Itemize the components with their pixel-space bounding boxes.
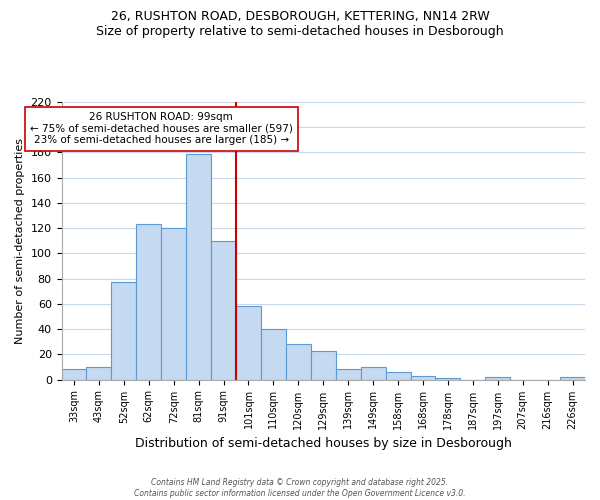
- Bar: [436, 378, 460, 380]
- Bar: [336, 370, 361, 380]
- Bar: [161, 228, 186, 380]
- Bar: [112, 282, 136, 380]
- Bar: [62, 370, 86, 380]
- Bar: [186, 154, 211, 380]
- Bar: [485, 377, 510, 380]
- Text: 26 RUSHTON ROAD: 99sqm
← 75% of semi-detached houses are smaller (597)
23% of se: 26 RUSHTON ROAD: 99sqm ← 75% of semi-det…: [30, 112, 293, 146]
- Bar: [211, 241, 236, 380]
- Bar: [236, 306, 261, 380]
- Bar: [386, 372, 410, 380]
- Text: Contains HM Land Registry data © Crown copyright and database right 2025.
Contai: Contains HM Land Registry data © Crown c…: [134, 478, 466, 498]
- X-axis label: Distribution of semi-detached houses by size in Desborough: Distribution of semi-detached houses by …: [135, 437, 512, 450]
- Bar: [361, 367, 386, 380]
- Bar: [136, 224, 161, 380]
- Bar: [311, 350, 336, 380]
- Bar: [261, 329, 286, 380]
- Bar: [410, 376, 436, 380]
- Bar: [560, 377, 585, 380]
- Bar: [286, 344, 311, 380]
- Y-axis label: Number of semi-detached properties: Number of semi-detached properties: [15, 138, 25, 344]
- Bar: [86, 367, 112, 380]
- Text: 26, RUSHTON ROAD, DESBOROUGH, KETTERING, NN14 2RW
Size of property relative to s: 26, RUSHTON ROAD, DESBOROUGH, KETTERING,…: [96, 10, 504, 38]
